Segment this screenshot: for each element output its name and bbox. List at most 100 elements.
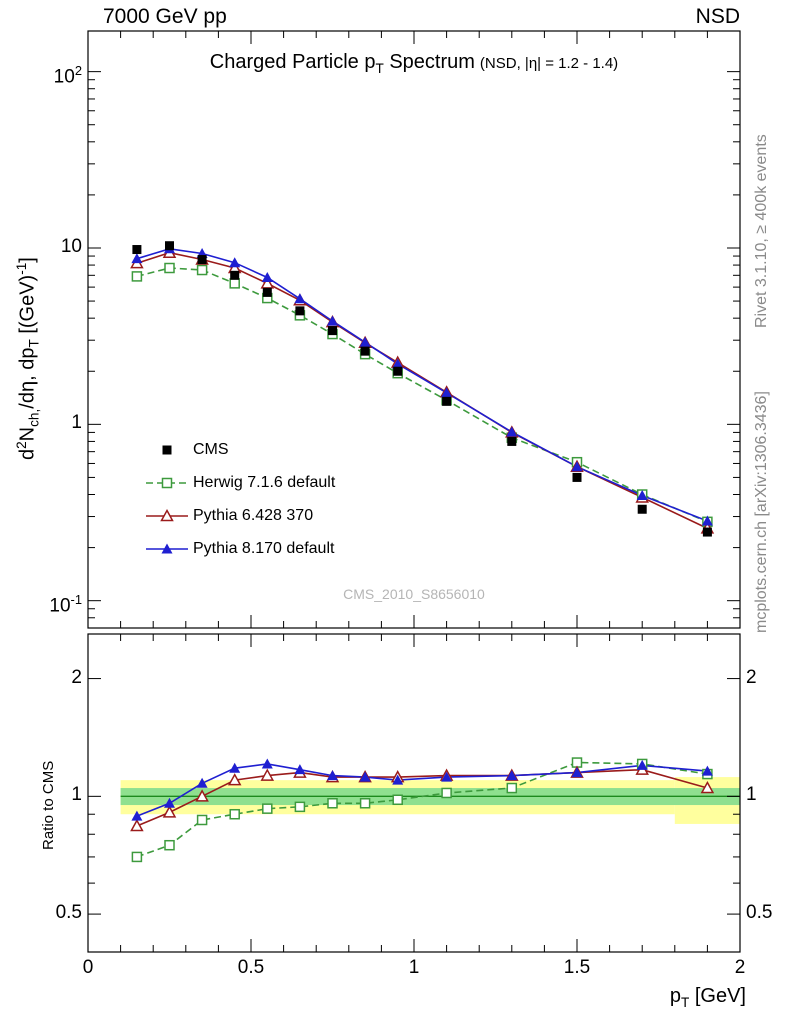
- ratio-tick-label-right: 1: [746, 784, 757, 806]
- y-label-part: d: [16, 448, 39, 460]
- ratio-marker: [636, 759, 648, 770]
- spectrum-marker: [571, 461, 583, 472]
- ratio-marker: [441, 787, 452, 799]
- plot-title: Charged Particle pT Spectrum (NSD, |η| = …: [88, 51, 740, 76]
- ratio-marker: [700, 780, 715, 794]
- ratio-tick-label-left: 1: [71, 784, 82, 806]
- ratio-marker: [196, 777, 208, 788]
- analysis-id-watermark: CMS_2010_S8656010: [343, 586, 485, 602]
- spectrum-marker: [229, 257, 241, 268]
- ratio-marker: [130, 818, 144, 832]
- spectrum-marker: [360, 346, 370, 356]
- ratio-tick-label-right: 0.5: [746, 902, 773, 924]
- y-label-part: [(GeV): [16, 274, 39, 340]
- ratio-marker: [164, 839, 175, 851]
- ratio-marker: [261, 758, 273, 769]
- ratio-line: [136, 763, 708, 817]
- spectrum-marker: [392, 358, 404, 369]
- spectrum-marker: [261, 272, 273, 283]
- ratio-marker: [131, 851, 143, 863]
- spectrum-marker: [701, 515, 713, 526]
- ratio-marker: [359, 798, 371, 809]
- x-tick-label: 1: [408, 957, 420, 978]
- title-part: Spectrum: [383, 51, 475, 73]
- spectrum-marker: [197, 255, 207, 265]
- ratio-marker: [294, 764, 306, 775]
- title-text: Charged Particle pT Spectrum: [209, 51, 475, 76]
- x-tick-label: 0.5: [237, 957, 265, 978]
- ratio-line: [136, 761, 708, 858]
- ratio-marker: [294, 801, 306, 813]
- ratio-marker: [227, 773, 242, 786]
- ratio-marker: [229, 762, 241, 773]
- y-tick-label: 10-1: [49, 591, 82, 616]
- spectrum-marker: [196, 264, 208, 276]
- ratio-marker: [195, 789, 209, 802]
- spectrum-marker: [327, 315, 338, 326]
- legend-label-pythia6: Pythia 6.428 370: [193, 507, 314, 524]
- x-label-subscript: T: [680, 995, 690, 1010]
- x-tick-label: 1.5: [563, 957, 591, 978]
- title-part: Charged Particle p: [209, 51, 376, 73]
- spectrum-marker: [441, 387, 453, 398]
- ratio-marker: [229, 808, 240, 820]
- beam-energy-label: 7000 GeV pp: [103, 5, 227, 28]
- ratio-marker: [701, 765, 713, 776]
- spectrum-marker: [506, 426, 518, 437]
- ratio-marker: [262, 803, 273, 814]
- spectrum-marker: [262, 287, 272, 297]
- spectrum-marker: [507, 436, 517, 446]
- ratio-tick-label-left: 0.5: [55, 902, 82, 924]
- ratio-marker: [327, 798, 338, 809]
- title-subscript: T: [375, 61, 384, 76]
- title-condition: (NSD, |η| = 1.2 - 1.4): [479, 55, 619, 72]
- spectrum-marker: [359, 336, 371, 347]
- spectrum-marker: [131, 271, 143, 282]
- rivet-version-note: Rivet 3.1.10, ≥ 400k events: [753, 134, 770, 328]
- ratio-marker: [162, 805, 177, 818]
- legend-marker: [161, 477, 173, 489]
- spectrum-marker: [229, 278, 240, 289]
- ratio-tick-label-right: 2: [746, 666, 757, 688]
- spectrum-marker: [636, 489, 648, 500]
- legend-marker: [160, 508, 174, 522]
- legend-label-pythia8: Pythia 8.170 default: [193, 540, 335, 557]
- ratio-marker: [392, 774, 404, 785]
- ratio-marker: [506, 782, 518, 794]
- event-class-label: NSD: [695, 5, 740, 28]
- spectrum-marker: [328, 326, 337, 336]
- legend-label-herwig: Herwig 7.1.6 default: [193, 474, 336, 491]
- spectrum-marker: [442, 396, 452, 406]
- spectrum-line: [136, 247, 708, 522]
- main-frame: [87, 30, 741, 629]
- spectrum-marker: [230, 270, 240, 280]
- spectrum-marker: [132, 245, 142, 255]
- spectrum-marker: [702, 527, 712, 537]
- mcplots-attribution-note: mcplots.cern.ch [arXiv:1306.3436]: [753, 391, 770, 633]
- y-tick-label: 102: [53, 62, 82, 87]
- y-tick-label: 10: [60, 235, 82, 257]
- x-tick-label: 2: [734, 957, 746, 978]
- x-tick-label: 0: [82, 957, 94, 978]
- legend-marker: [161, 543, 173, 554]
- spectrum-marker: [165, 241, 174, 251]
- x-axis-label: pT [GeV]: [600, 985, 746, 1010]
- spectrum-marker: [294, 293, 306, 304]
- ratio-marker: [260, 768, 275, 781]
- spectrum-line: [136, 267, 708, 523]
- y-label-part: /dη, dp: [16, 347, 39, 409]
- y-label-exponent: 2: [14, 441, 29, 449]
- spectrum-marker: [131, 253, 143, 264]
- spectrum-marker: [295, 306, 305, 316]
- ratio-marker: [131, 810, 143, 821]
- ratio-marker: [327, 770, 338, 781]
- spectrum-marker: [637, 504, 647, 514]
- y-label-subscript: T: [26, 339, 42, 348]
- spectrum-marker: [260, 276, 275, 289]
- ratio-tick-label-left: 2: [71, 666, 82, 688]
- legend-marker: [162, 445, 172, 455]
- ratio-marker: [392, 794, 403, 806]
- x-label-part: [GeV]: [689, 985, 746, 1007]
